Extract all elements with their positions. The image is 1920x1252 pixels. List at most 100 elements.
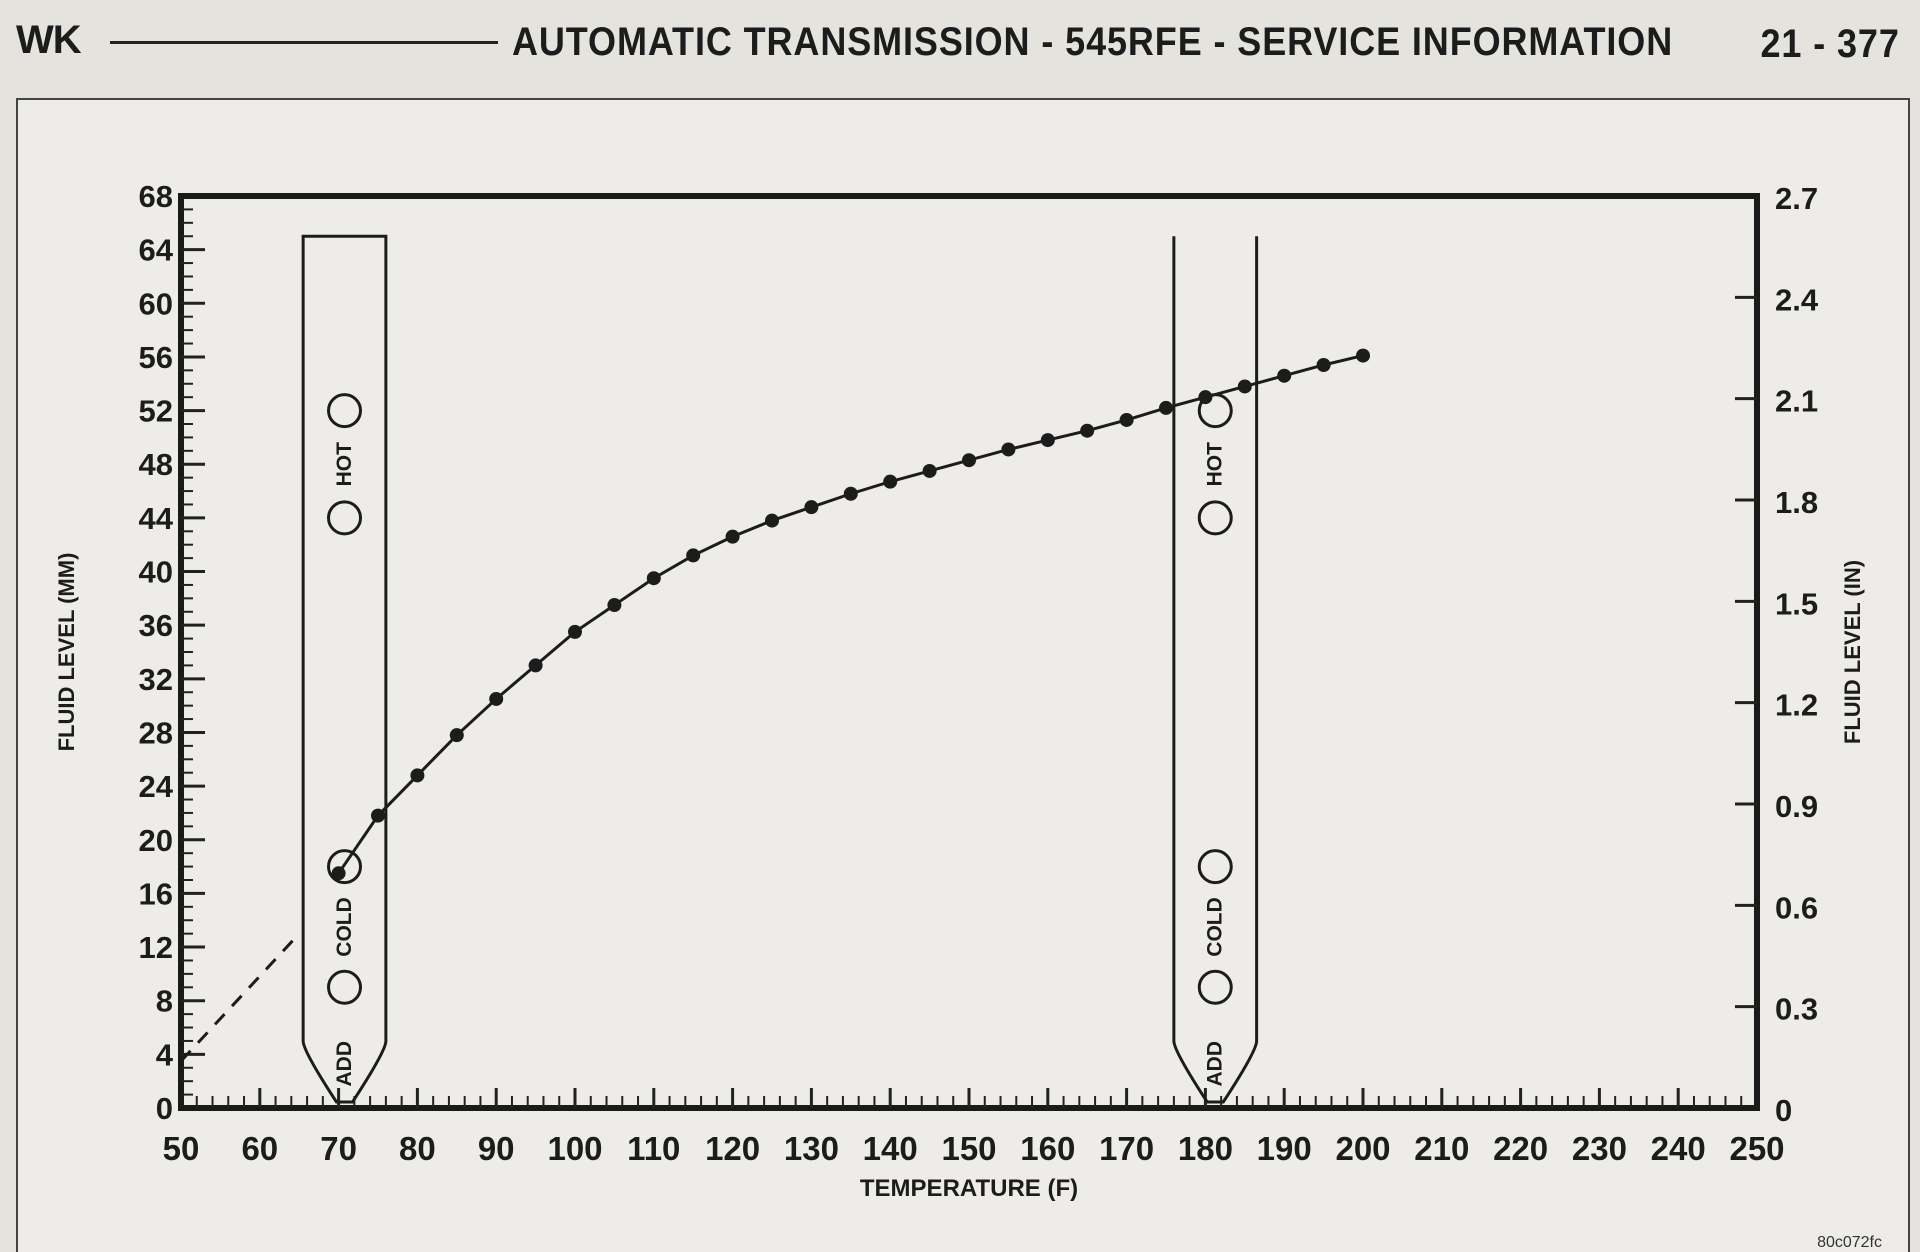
- x-tick-label: 230: [1572, 1130, 1627, 1167]
- dipstick-outline: [1172, 236, 1259, 1104]
- x-tick-label: 60: [241, 1130, 278, 1167]
- y-tick-label: 48: [139, 447, 173, 482]
- y2-tick-label: 1.5: [1775, 586, 1818, 621]
- y-tick-label: 36: [139, 608, 173, 643]
- fluid-level-curve: [337, 354, 1364, 875]
- data-point: [725, 529, 740, 544]
- x-tick-label: 190: [1257, 1130, 1312, 1167]
- dipstick-hole-marker: [327, 500, 363, 536]
- data-point: [449, 728, 464, 743]
- y-tick-label: 24: [139, 769, 174, 804]
- x-tick-label: 130: [784, 1130, 839, 1167]
- x-tick-label: 220: [1493, 1130, 1548, 1167]
- data-point: [843, 486, 858, 501]
- header-model-code: WK: [16, 18, 82, 62]
- page-header: WK AUTOMATIC TRANSMISSION - 545RFE - SER…: [0, 0, 1920, 90]
- data-point: [371, 808, 385, 823]
- y-axis-title: FLUID LEVEL (MM): [54, 553, 79, 752]
- data-point: [1040, 433, 1055, 448]
- x-tick-label: 180: [1178, 1130, 1233, 1167]
- x-tick-label: 100: [547, 1130, 602, 1167]
- data-point: [1316, 357, 1331, 372]
- data-point: [528, 658, 543, 673]
- data-point: [765, 513, 779, 528]
- y-tick-label: 68: [139, 179, 173, 214]
- data-point: [962, 453, 976, 468]
- x-axis-title: TEMPERATURE (F): [860, 1175, 1078, 1202]
- data-point: [1001, 442, 1016, 457]
- data-point: [922, 463, 937, 478]
- dipstick-hot-label: HOT: [333, 442, 356, 487]
- data-point: [1119, 412, 1134, 427]
- data-point: [883, 474, 898, 489]
- y-tick-label: 56: [139, 340, 173, 375]
- x-tick-label: 150: [941, 1130, 996, 1167]
- data-point: [804, 500, 819, 515]
- data-point: [1277, 368, 1292, 383]
- y-tick-label: 40: [139, 555, 173, 590]
- dipstick-hot-label: HOT: [1204, 442, 1227, 487]
- data-point: [1237, 379, 1252, 394]
- dipstick-cold-label: COLD: [1204, 897, 1227, 957]
- header-rule: [110, 41, 498, 44]
- figure-frame: 0 4 8 12 16 20 24 28 32 36 40 44 48 52 56 60 64 68 50 60 70 8…: [16, 98, 1910, 1252]
- y2-tick-label: 2.4: [1775, 282, 1819, 317]
- x-tick-label: 210: [1414, 1130, 1469, 1167]
- y2-tick-label: 0: [1775, 1093, 1792, 1128]
- y2-tick-label: 0.6: [1775, 890, 1818, 925]
- y2-tick-label: 1.2: [1775, 688, 1818, 723]
- x-tick-label: 250: [1729, 1130, 1784, 1167]
- data-point: [568, 624, 582, 639]
- x-tick-label: 240: [1651, 1130, 1706, 1167]
- data-point: [686, 548, 701, 563]
- y-tick-label: 20: [139, 823, 173, 858]
- y-tick-label: 16: [139, 876, 173, 911]
- data-point: [489, 691, 504, 706]
- dipstick-add-label: ADD: [333, 1041, 356, 1087]
- dipstick-outline: [301, 234, 388, 1104]
- data-point: [1159, 400, 1173, 415]
- y-tick-label: 4: [156, 1037, 174, 1072]
- y-tick-label: 28: [139, 715, 173, 750]
- dipstick-hole-marker: [1197, 500, 1233, 536]
- header-page-number: 21 - 377: [1760, 22, 1900, 66]
- y-tick-label: 64: [139, 233, 174, 268]
- x-tick-label: 80: [399, 1130, 436, 1167]
- y-tick-label: 8: [156, 984, 173, 1019]
- y-tick-label: 44: [139, 501, 174, 536]
- data-point: [1198, 390, 1213, 405]
- y2-tick-label: 0.9: [1775, 789, 1818, 824]
- x-tick-label: 90: [478, 1130, 515, 1167]
- x-tick-label: 200: [1335, 1130, 1390, 1167]
- y-tick-label: 32: [139, 662, 173, 697]
- data-point: [607, 598, 622, 613]
- dipstick-hole-marker: [327, 849, 363, 885]
- x-tick-label: 170: [1099, 1130, 1154, 1167]
- figure-id: 80c072fc: [1817, 1234, 1882, 1251]
- x-tick-label: 160: [1020, 1130, 1075, 1167]
- plot-area-border: [178, 193, 1760, 1111]
- dipstick-cold-label: COLD: [333, 897, 356, 957]
- y2-tick-label: 1.8: [1775, 485, 1818, 520]
- y-tick-label: 60: [139, 286, 173, 321]
- y-tick-label: 0: [156, 1091, 173, 1126]
- x-tick-label: 70: [320, 1130, 357, 1167]
- y2-axis-title: FLUID LEVEL (IN): [1840, 560, 1865, 744]
- data-point: [410, 768, 425, 783]
- y-tick-label: 52: [139, 394, 173, 429]
- data-point: [646, 571, 661, 586]
- y2-tick-label: 2.7: [1775, 181, 1818, 216]
- x-tick-label: 120: [705, 1130, 760, 1167]
- dipstick-hole-marker: [1197, 969, 1233, 1005]
- y2-tick-label: 0.3: [1775, 992, 1818, 1027]
- dipstick-hole-marker: [327, 393, 363, 429]
- x-tick-label: 50: [163, 1130, 200, 1167]
- dashed-extrapolation-line: [179, 932, 301, 1063]
- data-point: [1356, 348, 1370, 363]
- y2-tick-label: 2.1: [1775, 384, 1818, 419]
- dipstick-hole-marker: [1197, 849, 1233, 885]
- x-tick-label: 110: [627, 1130, 680, 1167]
- dipstick-add-label: ADD: [1204, 1041, 1227, 1087]
